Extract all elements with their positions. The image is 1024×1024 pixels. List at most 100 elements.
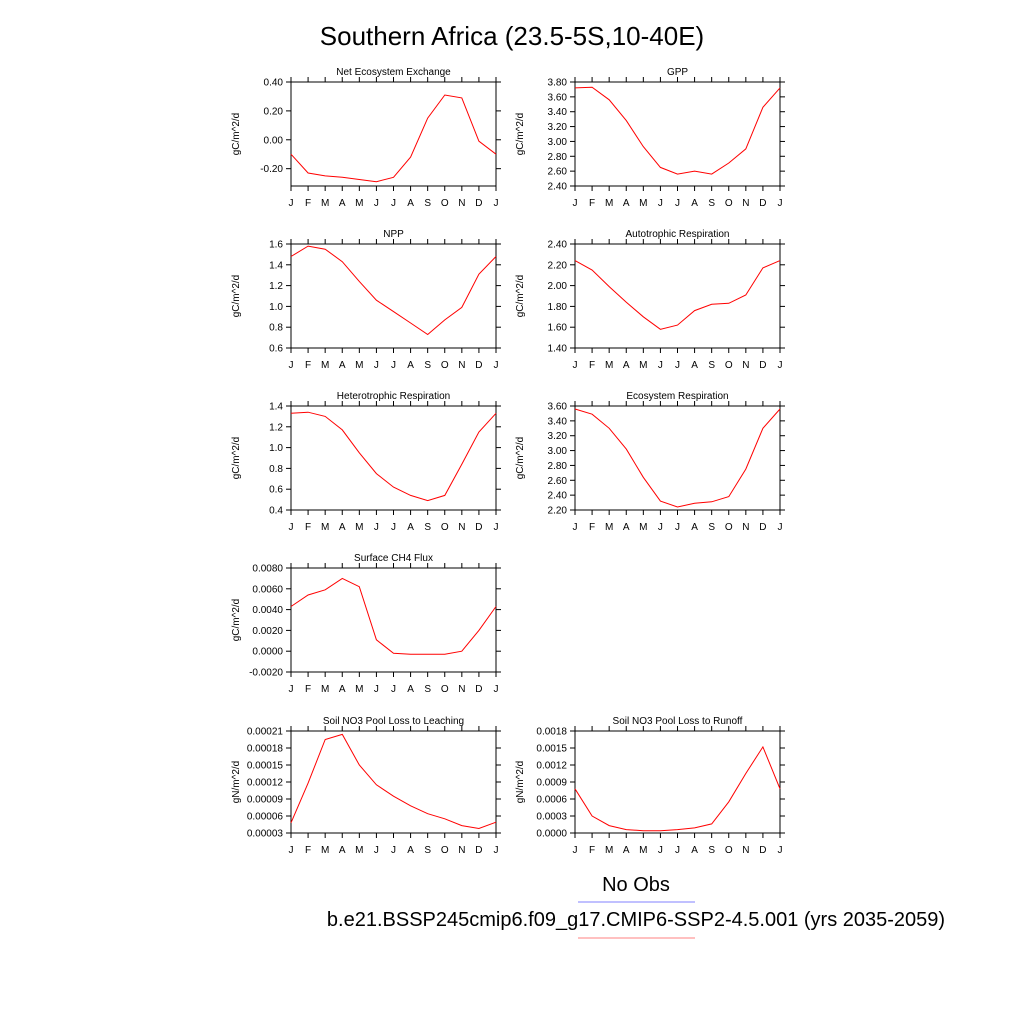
x-tick-label: J — [289, 198, 294, 209]
x-tick-label: N — [742, 522, 749, 533]
y-axis-label: gC/m^2/d — [515, 275, 526, 318]
x-tick-label: J — [778, 198, 783, 209]
x-tick-label: N — [458, 522, 465, 533]
x-tick-label: A — [691, 845, 698, 856]
y-tick-label: 0.40 — [264, 78, 284, 89]
x-tick-label: A — [339, 522, 346, 533]
plot-frame — [290, 81, 497, 187]
y-tick-label: 0.00006 — [247, 812, 284, 823]
y-tick-label: 1.80 — [548, 302, 568, 313]
legend-label-obs: No Obs — [602, 874, 670, 896]
plot-frame — [290, 567, 497, 673]
y-tick-label: 2.40 — [548, 182, 568, 193]
x-tick-label: M — [639, 845, 647, 856]
x-tick-label: M — [321, 684, 329, 695]
y-tick-label: 0.0040 — [252, 605, 283, 616]
x-tick-label: O — [441, 522, 449, 533]
y-tick-label: 0.6 — [269, 485, 283, 496]
figure-title: Southern Africa (23.5-5S,10-40E) — [320, 21, 704, 51]
y-tick-label: 3.60 — [548, 92, 568, 103]
x-tick-label: A — [407, 360, 414, 371]
y-axis-label: gN/m^2/d — [231, 761, 242, 804]
chart-title: Heterotrophic Respiration — [337, 391, 450, 402]
plot-frame — [290, 730, 497, 834]
series-line-0 — [574, 408, 781, 508]
x-tick-label: J — [391, 198, 396, 209]
x-tick-label: A — [407, 198, 414, 209]
x-tick-label: D — [475, 684, 482, 695]
x-tick-label: D — [475, 360, 482, 371]
plot-frame — [574, 243, 781, 349]
x-tick-label: J — [675, 845, 680, 856]
x-tick-label: S — [424, 360, 431, 371]
y-axis-label: gC/m^2/d — [231, 113, 242, 156]
y-tick-label: 0.0003 — [536, 812, 567, 823]
y-tick-label: 3.40 — [548, 107, 568, 118]
x-tick-label: M — [321, 522, 329, 533]
y-axis-label: gC/m^2/d — [231, 275, 242, 318]
x-tick-label: J — [658, 360, 663, 371]
chart-panel-7: Soil NO3 Pool Loss to Leaching gN/m^2/d 0.… — [231, 716, 501, 856]
x-tick-label: J — [289, 522, 294, 533]
x-tick-label: N — [458, 684, 465, 695]
y-tick-label: 3.60 — [548, 402, 568, 413]
series-line-0 — [574, 86, 781, 175]
chart-panel-3: Autotrophic Respiration gC/m^2/d 1.40 1.60 1… — [515, 229, 785, 371]
y-tick-label: -0.20 — [260, 164, 283, 175]
y-tick-label: 3.40 — [548, 416, 568, 427]
x-tick-label: S — [708, 360, 715, 371]
x-tick-label: D — [475, 522, 482, 533]
x-tick-label: J — [658, 198, 663, 209]
plot-frame — [574, 81, 781, 187]
x-tick-label: J — [494, 198, 499, 209]
x-tick-label: A — [691, 522, 698, 533]
y-tick-label: 0.0006 — [536, 795, 567, 806]
x-tick-label: M — [355, 360, 363, 371]
x-tick-label: O — [441, 684, 449, 695]
x-tick-label: J — [391, 845, 396, 856]
y-tick-label: 0.00021 — [247, 727, 284, 738]
y-tick-label: 1.0 — [269, 443, 283, 454]
y-tick-label: 2.80 — [548, 461, 568, 472]
x-tick-label: O — [725, 522, 733, 533]
plot-frame — [574, 405, 781, 511]
x-tick-label: S — [708, 198, 715, 209]
x-tick-label: O — [725, 198, 733, 209]
x-tick-label: M — [605, 360, 613, 371]
y-axis-label: gC/m^2/d — [231, 437, 242, 480]
x-tick-label: J — [289, 684, 294, 695]
x-tick-label: J — [573, 522, 578, 533]
x-tick-label: J — [494, 360, 499, 371]
x-tick-label: J — [391, 522, 396, 533]
y-tick-label: -0.0020 — [249, 668, 283, 679]
x-tick-label: J — [374, 845, 379, 856]
y-tick-label: 3.80 — [548, 78, 568, 89]
y-tick-label: 0.0060 — [252, 584, 283, 595]
y-tick-label: 0.0080 — [252, 564, 283, 575]
x-tick-label: J — [675, 522, 680, 533]
y-tick-label: 1.2 — [269, 422, 283, 433]
y-tick-label: 0.8 — [269, 464, 283, 475]
x-tick-label: A — [407, 845, 414, 856]
x-tick-label: F — [589, 522, 595, 533]
x-tick-label: S — [424, 198, 431, 209]
y-tick-label: 0.00015 — [247, 761, 284, 772]
chart-title: Soil NO3 Pool Loss to Runoff — [613, 716, 743, 727]
legend-label-model: b.e21.BSSP245cmip6.f09_g17.CMIP6-SSP2-4.… — [327, 909, 945, 931]
x-tick-label: D — [475, 845, 482, 856]
x-tick-label: A — [339, 360, 346, 371]
x-tick-label: M — [321, 360, 329, 371]
y-tick-label: 0.00009 — [247, 795, 284, 806]
y-tick-label: 0.0020 — [252, 626, 283, 637]
x-tick-label: F — [589, 845, 595, 856]
plot-frame — [290, 405, 497, 511]
x-tick-label: S — [708, 845, 715, 856]
chart-title: Autotrophic Respiration — [626, 229, 730, 240]
y-tick-label: 1.0 — [269, 302, 283, 313]
x-tick-label: N — [742, 360, 749, 371]
x-tick-label: F — [589, 360, 595, 371]
x-tick-label: M — [355, 684, 363, 695]
series-line-0 — [290, 94, 497, 183]
y-tick-label: 0.0000 — [536, 829, 567, 840]
y-tick-label: 0.00012 — [247, 778, 284, 789]
